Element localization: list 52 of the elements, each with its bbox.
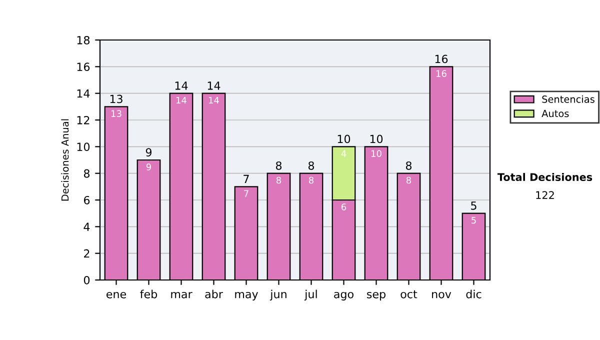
total-label: 13	[110, 94, 122, 104]
y-tick-label: 6	[84, 196, 90, 204]
x-tick-label: jun	[270, 290, 286, 300]
x-tick-label: feb	[140, 290, 158, 298]
total-label: 8	[308, 161, 314, 170]
x-tick-label: nov	[432, 292, 452, 298]
data-label: 10	[372, 150, 382, 157]
data-label: 14	[209, 96, 219, 104]
x-tick-label: mar	[171, 292, 192, 298]
x-tick-label: oct	[400, 290, 418, 298]
y-axis-title: Decisiones Anual	[61, 119, 69, 201]
legend-label: Autos	[542, 110, 569, 118]
y-tick-label: 8	[84, 169, 90, 178]
text: 122	[536, 191, 554, 199]
total-label: 14	[208, 82, 220, 90]
data-label: 6	[342, 203, 346, 210]
x-tick-label: may	[235, 292, 258, 300]
data-label: 14	[176, 96, 186, 104]
total-label: 9	[146, 148, 152, 157]
total-label: 5	[471, 202, 476, 210]
legend-label: Sentencias	[542, 95, 594, 103]
total-label: 14	[175, 82, 188, 90]
total-label: 10	[338, 134, 350, 144]
y-tick-label: 14	[77, 89, 90, 98]
data-label: 4	[341, 150, 346, 157]
total-label: 7	[244, 174, 249, 184]
y-tick-label: 0	[84, 276, 90, 284]
data-label: 8	[406, 176, 412, 184]
data-label: 16	[436, 70, 446, 77]
x-tick-label: ago	[334, 292, 354, 300]
data-label: 8	[276, 176, 282, 184]
x-tick-label: jul	[304, 290, 317, 300]
total-label: 16	[435, 54, 448, 64]
y-tick-label: 10	[77, 142, 90, 152]
y-tick-label: 18	[77, 36, 90, 44]
x-tick-label: abr	[205, 290, 223, 298]
y-tick-label: 12	[77, 116, 90, 124]
y-tick-label: 16	[77, 62, 90, 72]
y-tick-label: 2	[84, 249, 90, 258]
y-tick-label: 4	[84, 222, 90, 231]
total-label: 8	[406, 161, 412, 170]
x-tick-label: ene	[106, 292, 126, 298]
data-label: 13	[112, 110, 122, 117]
total-label: 10	[370, 134, 383, 144]
data-label: 5	[472, 216, 476, 224]
x-tick-label: dic	[466, 290, 482, 298]
total-label: 8	[276, 161, 282, 170]
data-label: 7	[244, 190, 248, 197]
text: Total Decisiones	[497, 172, 592, 182]
data-label: 8	[308, 176, 314, 184]
x-tick-label: sep	[367, 292, 386, 300]
data-label: 9	[146, 163, 151, 170]
